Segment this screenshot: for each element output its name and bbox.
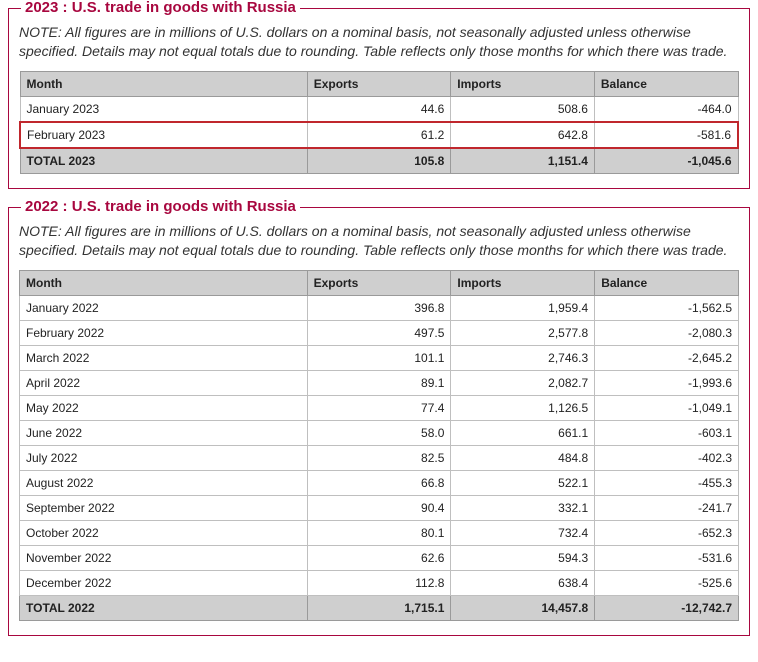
value-cell: 44.6 xyxy=(307,96,451,122)
month-cell: July 2022 xyxy=(20,445,308,470)
month-cell: February 2023 xyxy=(20,122,307,148)
value-cell: -581.6 xyxy=(594,122,738,148)
value-cell: 508.6 xyxy=(451,96,595,122)
total-value-cell: 105.8 xyxy=(307,148,451,174)
section-title: 2022 : U.S. trade in goods with Russia xyxy=(21,198,300,215)
total-label-cell: TOTAL 2022 xyxy=(20,595,308,620)
column-header: Exports xyxy=(307,71,451,96)
table-row: August 202266.8522.1-455.3 xyxy=(20,470,739,495)
total-value-cell: -1,045.6 xyxy=(594,148,738,174)
value-cell: 497.5 xyxy=(307,320,451,345)
table-row: February 2022497.52,577.8-2,080.3 xyxy=(20,320,739,345)
value-cell: 66.8 xyxy=(307,470,451,495)
value-cell: 732.4 xyxy=(451,520,595,545)
column-header: Imports xyxy=(451,270,595,295)
month-cell: January 2023 xyxy=(20,96,307,122)
month-cell: August 2022 xyxy=(20,470,308,495)
month-cell: June 2022 xyxy=(20,420,308,445)
column-header: Balance xyxy=(594,71,738,96)
table-row: January 202344.6508.6-464.0 xyxy=(20,96,738,122)
value-cell: -652.3 xyxy=(595,520,739,545)
value-cell: -1,562.5 xyxy=(595,295,739,320)
total-label-cell: TOTAL 2023 xyxy=(20,148,307,174)
value-cell: 101.1 xyxy=(307,345,451,370)
value-cell: -455.3 xyxy=(595,470,739,495)
month-cell: December 2022 xyxy=(20,570,308,595)
value-cell: 2,082.7 xyxy=(451,370,595,395)
month-cell: January 2022 xyxy=(20,295,308,320)
value-cell: -603.1 xyxy=(595,420,739,445)
section-title: 2023 : U.S. trade in goods with Russia xyxy=(21,0,300,16)
total-value-cell: 14,457.8 xyxy=(451,595,595,620)
table-row: December 2022112.8638.4-525.6 xyxy=(20,570,739,595)
value-cell: -241.7 xyxy=(595,495,739,520)
column-header: Imports xyxy=(451,71,595,96)
value-cell: 82.5 xyxy=(307,445,451,470)
value-cell: -525.6 xyxy=(595,570,739,595)
total-value-cell: 1,151.4 xyxy=(451,148,595,174)
value-cell: 594.3 xyxy=(451,545,595,570)
total-value-cell: 1,715.1 xyxy=(307,595,451,620)
note-text: NOTE: All figures are in millions of U.S… xyxy=(19,23,739,61)
value-cell: 642.8 xyxy=(451,122,595,148)
total-row: TOTAL 20221,715.114,457.8-12,742.7 xyxy=(20,595,739,620)
value-cell: 661.1 xyxy=(451,420,595,445)
column-header: Balance xyxy=(595,270,739,295)
value-cell: 332.1 xyxy=(451,495,595,520)
table-row: May 202277.41,126.5-1,049.1 xyxy=(20,395,739,420)
column-header: Month xyxy=(20,71,307,96)
column-header: Month xyxy=(20,270,308,295)
value-cell: 112.8 xyxy=(307,570,451,595)
value-cell: 638.4 xyxy=(451,570,595,595)
column-header: Exports xyxy=(307,270,451,295)
trade-data-table: MonthExportsImportsBalanceJanuary 202239… xyxy=(19,270,739,621)
note-text: NOTE: All figures are in millions of U.S… xyxy=(19,222,739,260)
table-row: February 202361.2642.8-581.6 xyxy=(20,122,738,148)
value-cell: 89.1 xyxy=(307,370,451,395)
trade-table-section: 2023 : U.S. trade in goods with RussiaNO… xyxy=(8,8,750,189)
value-cell: 396.8 xyxy=(307,295,451,320)
value-cell: -531.6 xyxy=(595,545,739,570)
month-cell: October 2022 xyxy=(20,520,308,545)
value-cell: 58.0 xyxy=(307,420,451,445)
total-value-cell: -12,742.7 xyxy=(595,595,739,620)
total-row: TOTAL 2023105.81,151.4-1,045.6 xyxy=(20,148,738,174)
value-cell: 1,126.5 xyxy=(451,395,595,420)
month-cell: April 2022 xyxy=(20,370,308,395)
month-cell: September 2022 xyxy=(20,495,308,520)
value-cell: 2,577.8 xyxy=(451,320,595,345)
month-cell: May 2022 xyxy=(20,395,308,420)
trade-data-table: MonthExportsImportsBalanceJanuary 202344… xyxy=(19,71,739,174)
value-cell: 62.6 xyxy=(307,545,451,570)
table-row: April 202289.12,082.7-1,993.6 xyxy=(20,370,739,395)
month-cell: November 2022 xyxy=(20,545,308,570)
table-row: September 202290.4332.1-241.7 xyxy=(20,495,739,520)
value-cell: 2,746.3 xyxy=(451,345,595,370)
value-cell: 1,959.4 xyxy=(451,295,595,320)
table-row: November 202262.6594.3-531.6 xyxy=(20,545,739,570)
value-cell: 61.2 xyxy=(307,122,451,148)
month-cell: February 2022 xyxy=(20,320,308,345)
table-row: June 202258.0661.1-603.1 xyxy=(20,420,739,445)
month-cell: March 2022 xyxy=(20,345,308,370)
value-cell: -2,080.3 xyxy=(595,320,739,345)
table-row: March 2022101.12,746.3-2,645.2 xyxy=(20,345,739,370)
value-cell: -2,645.2 xyxy=(595,345,739,370)
value-cell: 77.4 xyxy=(307,395,451,420)
trade-table-section: 2022 : U.S. trade in goods with RussiaNO… xyxy=(8,207,750,636)
value-cell: -464.0 xyxy=(594,96,738,122)
table-row: January 2022396.81,959.4-1,562.5 xyxy=(20,295,739,320)
table-row: July 202282.5484.8-402.3 xyxy=(20,445,739,470)
value-cell: 80.1 xyxy=(307,520,451,545)
value-cell: 522.1 xyxy=(451,470,595,495)
value-cell: -1,049.1 xyxy=(595,395,739,420)
value-cell: 484.8 xyxy=(451,445,595,470)
value-cell: -1,993.6 xyxy=(595,370,739,395)
value-cell: -402.3 xyxy=(595,445,739,470)
table-row: October 202280.1732.4-652.3 xyxy=(20,520,739,545)
value-cell: 90.4 xyxy=(307,495,451,520)
